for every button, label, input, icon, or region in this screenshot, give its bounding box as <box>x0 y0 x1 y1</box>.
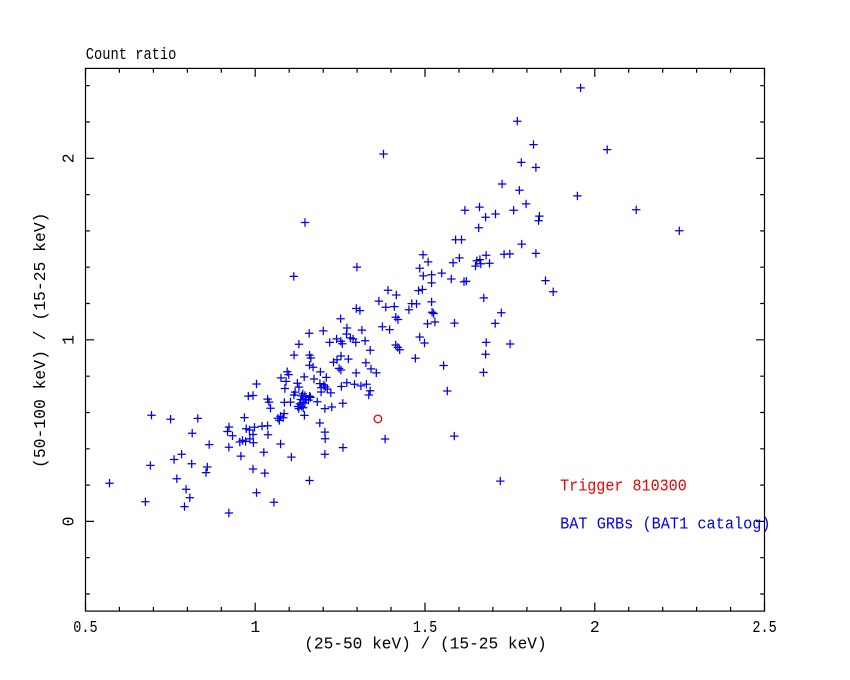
svg-text:(25-50 keV) / (15-25 keV): (25-50 keV) / (15-25 keV) <box>304 634 547 653</box>
svg-text:1: 1 <box>250 618 260 637</box>
svg-text:BAT GRBs (BAT1 catalog): BAT GRBs (BAT1 catalog) <box>560 515 771 534</box>
svg-text:Trigger 810300: Trigger 810300 <box>560 477 687 496</box>
svg-text:1: 1 <box>60 335 79 345</box>
svg-text:Count ratio: Count ratio <box>86 45 177 64</box>
svg-text:2: 2 <box>60 153 79 163</box>
svg-text:1.5: 1.5 <box>413 618 437 637</box>
svg-text:0: 0 <box>60 516 79 526</box>
svg-text:0.5: 0.5 <box>73 618 97 637</box>
svg-text:2: 2 <box>590 618 600 637</box>
svg-text:2.5: 2.5 <box>752 618 776 637</box>
svg-text:(50-100 keV) / (15-25 keV): (50-100 keV) / (15-25 keV) <box>31 213 50 469</box>
